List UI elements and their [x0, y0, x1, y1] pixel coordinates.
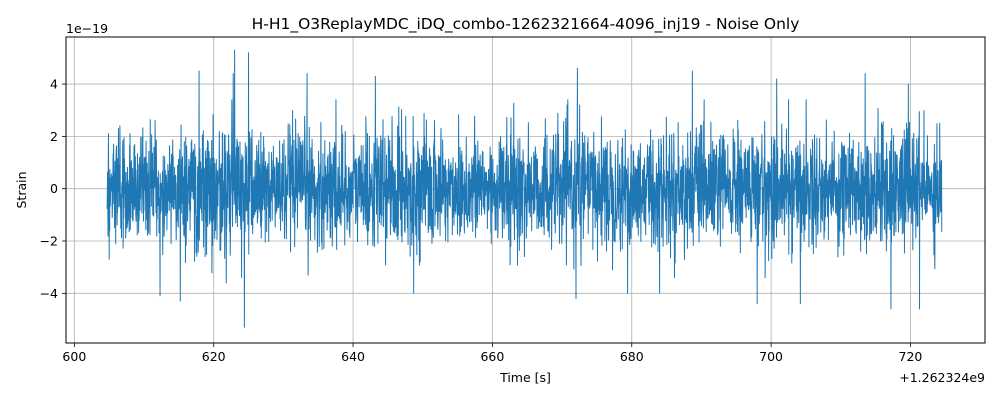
series-layer [106, 49, 943, 328]
y-tick-label: −4 [40, 286, 58, 301]
x-tick-label: 620 [202, 349, 226, 364]
x-axis: 600 620 640 660 680 700 720 [62, 343, 922, 364]
y-tick-label: 4 [50, 77, 58, 92]
x-tick-label: 660 [480, 349, 504, 364]
x-tick-label: 680 [620, 349, 644, 364]
y-tick-label: −2 [40, 234, 58, 249]
x-tick-label: 640 [341, 349, 365, 364]
x-tick-label: 700 [759, 349, 783, 364]
plot-frame [65, 36, 986, 344]
x-offset-label: +1.262324e9 [899, 370, 985, 385]
y-scale-label: 1e−19 [66, 21, 108, 36]
y-axis-label: Strain [14, 171, 29, 208]
x-tick-label: 600 [62, 349, 86, 364]
chart-title: H-H1_O3ReplayMDC_iDQ_combo-1262321664-40… [252, 15, 800, 34]
y-tick-label: 2 [50, 129, 58, 144]
strain-series-line [106, 49, 943, 328]
y-tick-label: 0 [50, 181, 58, 196]
x-tick-label: 720 [899, 349, 923, 364]
y-axis: −4 −2 0 2 4 [40, 77, 66, 301]
x-axis-label: Time [s] [499, 370, 551, 385]
